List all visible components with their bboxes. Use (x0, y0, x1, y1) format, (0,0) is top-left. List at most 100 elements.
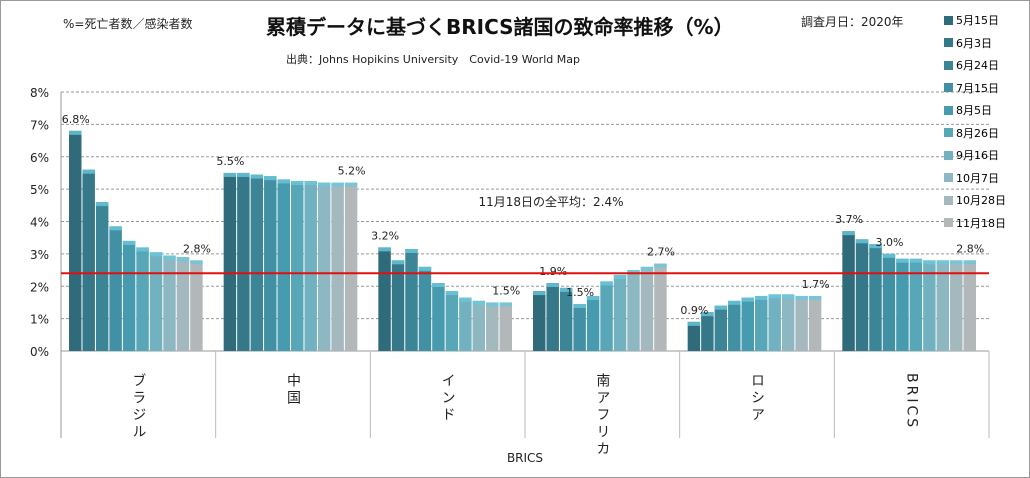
bar (728, 300, 741, 351)
bar-cap (69, 130, 82, 135)
bar-cap (728, 300, 741, 305)
bar (277, 179, 290, 351)
bar-cap (909, 258, 923, 263)
legend-item: 11月18日 (944, 212, 1006, 235)
bar-cap (472, 300, 486, 305)
bar-cap (459, 297, 472, 302)
bar (499, 302, 512, 351)
legend-item: 9月16日 (944, 144, 1006, 167)
bar-cap (882, 253, 896, 258)
bar-cap (432, 283, 445, 288)
bar-cap (627, 270, 640, 275)
bar-cap (136, 247, 149, 252)
legend-item: 6月24日 (944, 54, 1006, 77)
bar-cap (331, 182, 344, 187)
bar-cap (546, 283, 559, 288)
bar-cap (499, 302, 512, 307)
legend-swatch (944, 105, 953, 115)
legend-swatch (944, 128, 953, 138)
legend-item: 6月3日 (944, 32, 1006, 55)
y-tick-label: 6% (30, 151, 49, 165)
bar (741, 297, 754, 351)
bar (559, 287, 573, 351)
chart-source: 出典：Johns Hopikins University Covid-19 Wo… (286, 53, 580, 66)
bar-cap (559, 287, 573, 292)
bar-cap (486, 302, 499, 307)
chart-note: %=死亡者数／感染者数 (63, 17, 193, 31)
legend-label: 8月26日 (956, 126, 999, 140)
bar (331, 182, 344, 351)
legend-swatch (944, 83, 953, 93)
data-label: 3.2% (371, 229, 399, 242)
bar (613, 274, 627, 351)
bar-cap (869, 244, 882, 249)
bar (95, 202, 109, 351)
bar (936, 260, 950, 351)
legend-item: 10月28日 (944, 189, 1006, 212)
bar (291, 181, 304, 351)
survey-date: 調査月日：2020年 (801, 15, 904, 29)
data-label: 5.5% (216, 155, 244, 168)
bar (472, 300, 486, 351)
y-tick-label: 7% (30, 118, 49, 132)
bar (714, 305, 728, 351)
legend-item: 10月7日 (944, 167, 1006, 190)
bar (223, 172, 237, 351)
bar (136, 247, 149, 351)
bar-cap (223, 172, 237, 177)
category-label: インド (440, 373, 456, 424)
data-label: 0.9% (680, 304, 708, 317)
data-label: 2.8% (956, 242, 984, 255)
bar-cap (613, 274, 627, 279)
legend-swatch (944, 60, 953, 70)
bar (317, 182, 331, 351)
legend-swatch (944, 150, 953, 160)
bar-cap (304, 181, 317, 186)
data-label: 6.8% (62, 113, 90, 126)
data-label: 3.0% (875, 236, 903, 249)
bar-cap (163, 255, 176, 260)
legend-item: 5月15日 (944, 9, 1006, 32)
bar (69, 130, 82, 351)
bar-cap (391, 260, 405, 265)
legend-swatch (944, 173, 953, 183)
data-label: 1.7% (802, 278, 830, 291)
y-tick-label: 2% (30, 280, 49, 294)
bar-cap (701, 312, 714, 317)
bar (190, 260, 203, 351)
bar-cap (600, 281, 613, 286)
bar-cap (317, 182, 331, 187)
bar (405, 249, 418, 351)
bar-cap (149, 252, 163, 257)
bar (304, 181, 317, 351)
bar (445, 291, 459, 351)
bar-cap (264, 176, 277, 181)
bar (701, 312, 714, 351)
y-tick-label: 5% (30, 183, 49, 197)
bar-cap (122, 240, 136, 245)
legend-swatch (944, 218, 953, 228)
bar-cap (418, 266, 432, 271)
bar-cap (640, 266, 654, 271)
bar-cap (82, 169, 95, 174)
bar (896, 258, 909, 351)
bar (109, 226, 122, 351)
bar (149, 252, 163, 351)
data-label: 1.5% (492, 284, 520, 297)
average-label: 11月18日の全平均：2.4% (478, 194, 623, 209)
bar-cap (291, 181, 304, 186)
bar (486, 302, 499, 351)
bar (640, 266, 654, 351)
bar (842, 231, 855, 351)
bar (264, 176, 277, 351)
bar-cap (923, 260, 936, 265)
bar-cap (654, 263, 667, 268)
data-label: 2.7% (647, 246, 675, 259)
category-label: ロシア (749, 373, 765, 424)
bar (963, 260, 976, 351)
bar-cap (808, 295, 822, 300)
legend-label: 9月16日 (956, 149, 999, 163)
x-axis-title: BRICS (507, 451, 543, 465)
